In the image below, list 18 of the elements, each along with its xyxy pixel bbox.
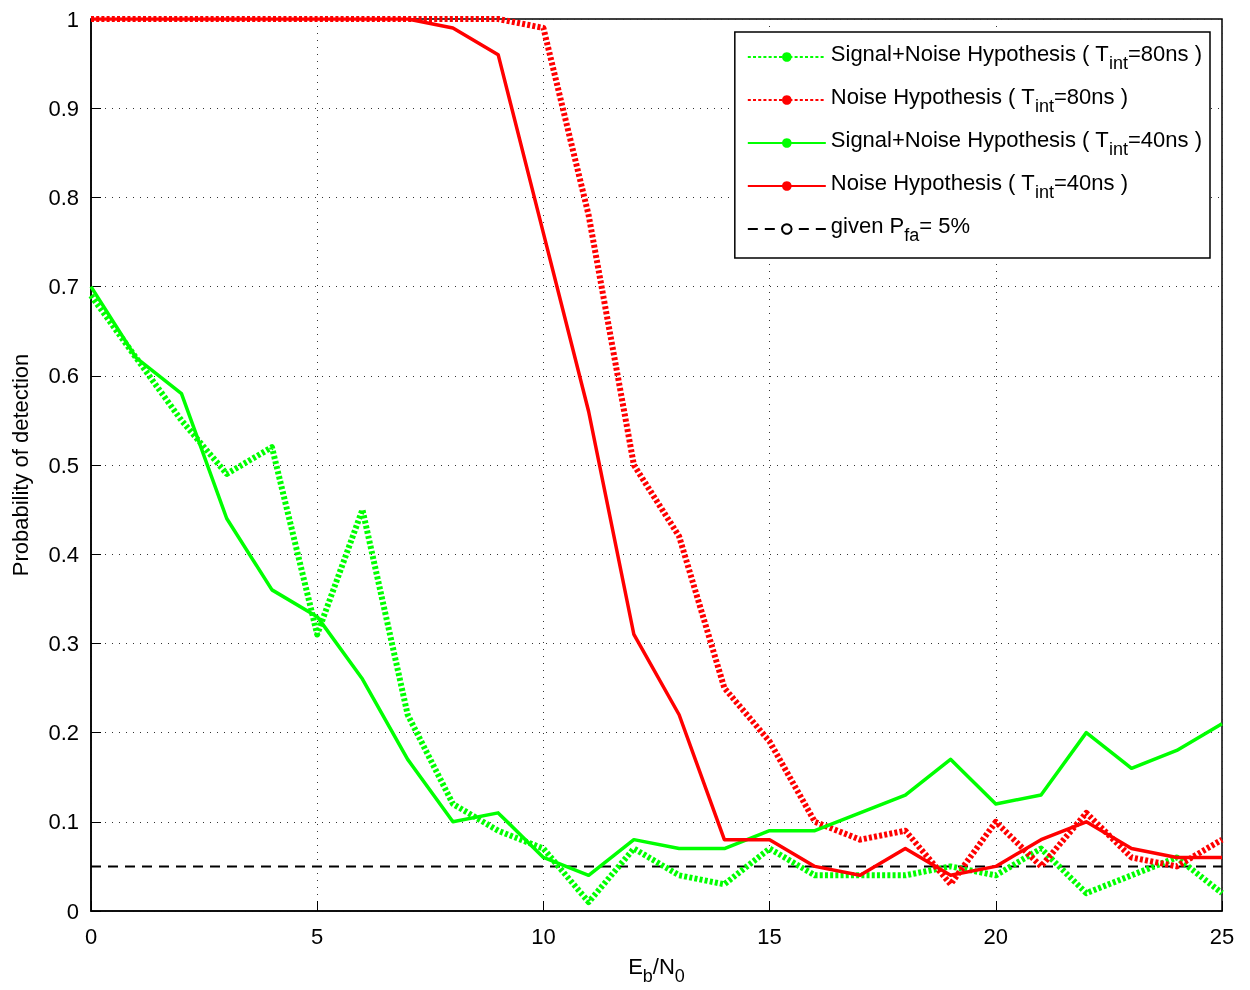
y-tick-label: 0.4 <box>48 541 79 567</box>
y-tick-label: 0.3 <box>48 630 79 656</box>
y-tick-label: 0.5 <box>48 452 79 478</box>
y-tick-label: 0.8 <box>48 184 79 210</box>
y-tick-label: 0.7 <box>48 274 79 300</box>
x-tick-label: 0 <box>84 923 98 949</box>
x-tick-label: 20 <box>983 923 1009 949</box>
y-tick-label: 0.2 <box>48 720 79 746</box>
x-tick-label: 15 <box>757 923 782 949</box>
y-tick-label: 1 <box>66 6 79 32</box>
y-tick-label: 0.6 <box>48 363 79 389</box>
x-tick-label: 25 <box>1209 923 1235 949</box>
x-tick-label: 10 <box>531 923 556 949</box>
y-tick-label: 0.1 <box>48 809 79 835</box>
x-tick-label: 5 <box>311 923 324 949</box>
y-tick-label: 0.9 <box>48 95 79 121</box>
y-tick-label: 0 <box>66 898 79 924</box>
y-axis-title: Probability of detection <box>7 353 33 577</box>
